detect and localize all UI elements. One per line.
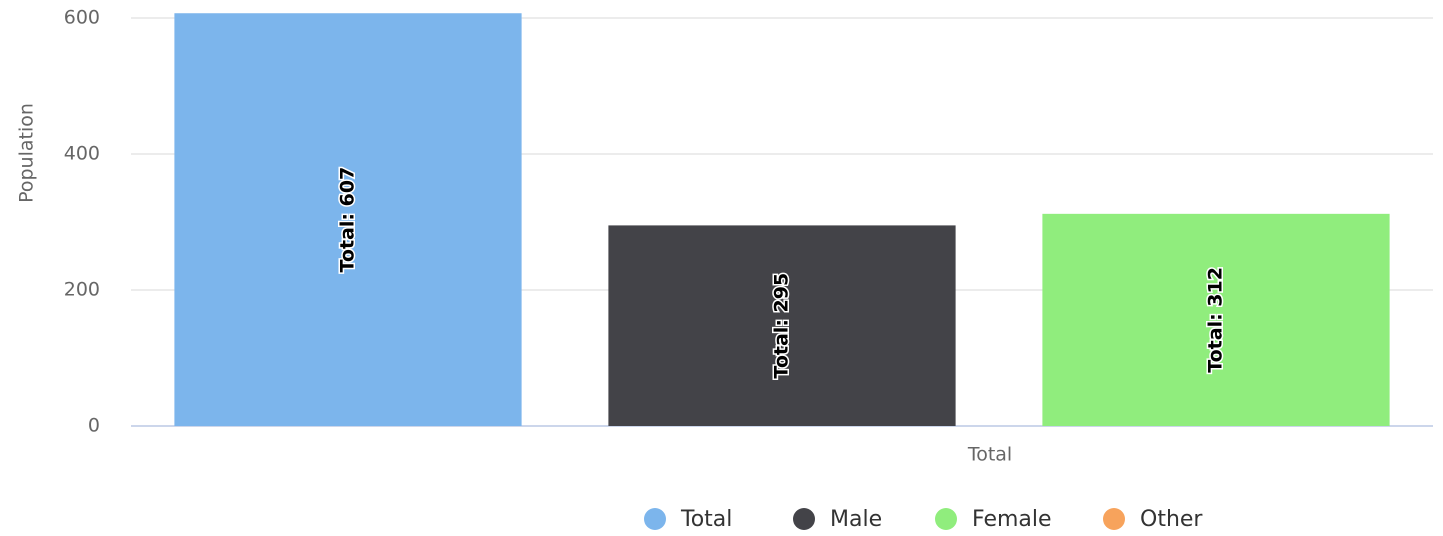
y-tick-label: 200 [64, 279, 100, 301]
data-label: Total: 607 [337, 167, 359, 273]
bar [1042, 213, 1390, 426]
legend-label: Other [1140, 507, 1203, 532]
y-tick-label: 600 [64, 7, 100, 29]
y-tick-label: 400 [64, 143, 100, 165]
data-label: Total: 295 [771, 273, 793, 379]
bar [174, 13, 522, 427]
x-tick-label: Total [967, 444, 1012, 466]
legend-label: Male [830, 507, 882, 532]
legend-marker [1103, 508, 1125, 530]
y-tick-label: 0 [88, 415, 100, 437]
legend-label: Total [680, 507, 732, 532]
legend-marker [644, 508, 666, 530]
y-axis-title: Population [16, 103, 38, 203]
legend-label: Female [972, 507, 1052, 532]
legend-marker [935, 508, 957, 530]
data-label: Total: 312 [1205, 267, 1227, 373]
bar [608, 225, 956, 426]
legend-marker [793, 508, 815, 530]
